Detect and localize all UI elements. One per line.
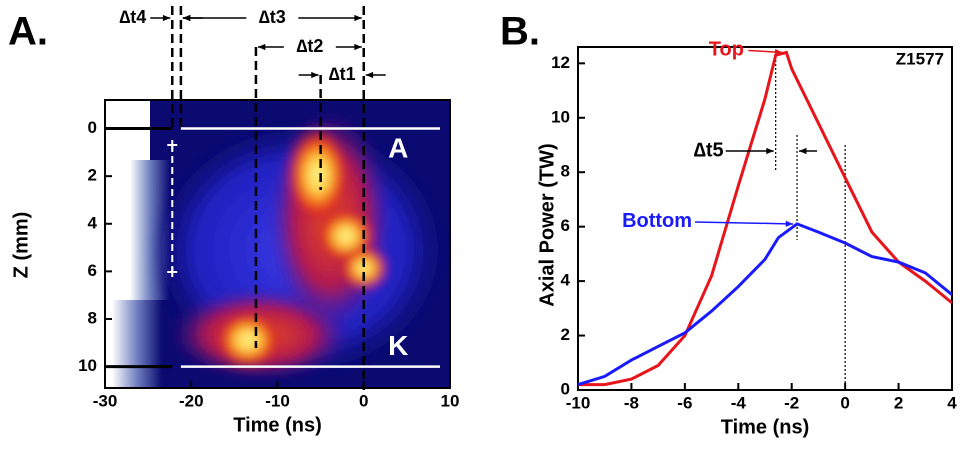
y-tick-label: 8 bbox=[561, 162, 570, 181]
y-tick-label: 10 bbox=[78, 356, 97, 375]
x-tick-label: -30 bbox=[93, 391, 118, 410]
y-tick-label: 4 bbox=[88, 213, 98, 232]
panel-title: B. bbox=[500, 10, 540, 54]
x-tick-label: -6 bbox=[677, 393, 692, 412]
x-tick-label: -4 bbox=[731, 393, 747, 412]
interval-label: ∆t5 bbox=[694, 139, 724, 161]
run-label: Z1577 bbox=[896, 49, 944, 68]
arrow-head bbox=[354, 14, 362, 22]
series-label: Bottom bbox=[622, 210, 692, 232]
series-label: Top bbox=[709, 39, 744, 61]
arrow-head bbox=[162, 14, 171, 22]
y-tick-label: 0 bbox=[561, 379, 570, 398]
arrow-head bbox=[766, 147, 774, 155]
series-line bbox=[578, 50, 953, 387]
x-axis-label: Time (ns) bbox=[721, 416, 810, 438]
arrow-head bbox=[182, 14, 191, 22]
arrow-head bbox=[799, 147, 807, 155]
y-tick-label: 6 bbox=[561, 216, 570, 235]
x-tick-label: -8 bbox=[624, 393, 639, 412]
x-axis-label: Time (ns) bbox=[233, 414, 322, 436]
series-line bbox=[577, 222, 953, 387]
y-tick-label: 2 bbox=[88, 166, 97, 185]
y-tick-label: 4 bbox=[561, 271, 571, 290]
x-tick-label: 2 bbox=[894, 393, 903, 412]
arrow-head bbox=[785, 220, 794, 227]
panel-b: -10 -8 -6 -4 -2 0 2 4 0 2 4 6 8 10 12 Time (ns) Axial Po… bbox=[500, 10, 957, 439]
region-label: K bbox=[388, 330, 408, 361]
y-tick-label: 2 bbox=[561, 325, 570, 344]
x-tick-label: -10 bbox=[566, 393, 591, 412]
interval-label: ∆t2 bbox=[296, 36, 323, 56]
interval-label: ∆t1 bbox=[329, 64, 356, 84]
region-label: A bbox=[388, 132, 408, 163]
y-axis-label: Axial Power (TW) bbox=[536, 143, 558, 306]
x-tick-label: -10 bbox=[265, 391, 290, 410]
interval-label: ∆t4 bbox=[119, 7, 146, 27]
y-tick-label: 6 bbox=[88, 261, 97, 280]
x-tick-label: 0 bbox=[840, 393, 849, 412]
streak-image bbox=[112, 100, 450, 388]
x-tick-label: 10 bbox=[441, 391, 460, 410]
arrow-head bbox=[311, 71, 319, 79]
arrow-head bbox=[365, 71, 374, 79]
y-tick-label: 0 bbox=[88, 118, 97, 137]
x-tick-label: -2 bbox=[784, 393, 799, 412]
y-tick-label: 10 bbox=[551, 107, 570, 126]
y-tick-label: 8 bbox=[88, 308, 97, 327]
interval-label: ∆t3 bbox=[259, 7, 286, 27]
y-tick-label: 12 bbox=[551, 53, 570, 72]
arrow-head bbox=[354, 43, 362, 51]
arrow-head bbox=[257, 43, 266, 51]
arrow-head bbox=[774, 48, 783, 56]
plot-frame bbox=[577, 46, 953, 391]
x-tick-label: 0 bbox=[359, 391, 368, 410]
y-axis-label: Z (mm) bbox=[10, 212, 32, 279]
panel-a: -30 -20 -10 0 10 0 2 4 6 8 10 Time (ns) Z (mm) A. A K ∆t… bbox=[8, 6, 459, 436]
arrow-shaft bbox=[695, 221, 794, 225]
x-tick-label: 4 bbox=[947, 393, 957, 412]
panel-title: A. bbox=[8, 10, 48, 54]
x-tick-label: -20 bbox=[179, 391, 204, 410]
